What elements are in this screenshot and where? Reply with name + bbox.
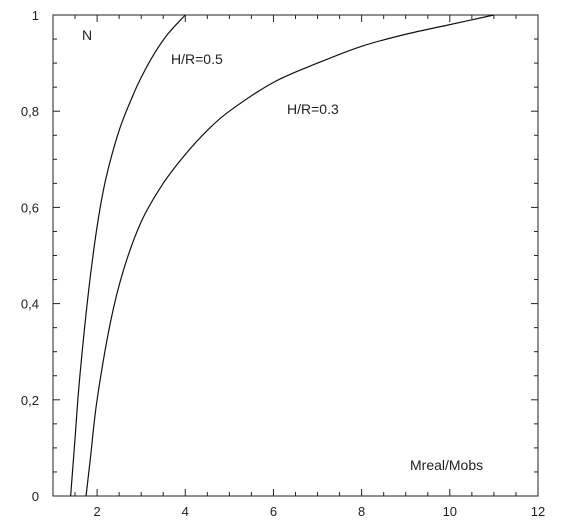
tick-group (52, 14, 539, 497)
series-label-h-r-0-3: H/R=0.3 (287, 101, 339, 117)
x-tick-label: 2 (93, 504, 100, 519)
series-line-1 (85, 14, 495, 497)
y-tick-label: 1 (32, 8, 39, 23)
y-tick-label: 0,6 (21, 200, 39, 215)
tick-label-group: 2 4 6 8 10 12 0 0,2 0,4 0,6 0,8 1 (21, 8, 545, 519)
y-tick-label: 0,2 (21, 393, 39, 408)
plot-frame (52, 14, 539, 497)
y-axis-label: N (82, 27, 92, 43)
series-label-h-r-0-5: H/R=0.5 (171, 51, 223, 67)
series-line-0 (70, 14, 186, 497)
y-tick-label: 0 (32, 489, 39, 504)
y-tick-label: 0,4 (21, 297, 39, 312)
x-axis-label: Mreal/Mobs (410, 457, 483, 473)
y-tick-label: 0,8 (21, 104, 39, 119)
x-tick-label: 12 (531, 504, 545, 519)
x-tick-label: 6 (270, 504, 277, 519)
x-tick-label: 8 (358, 504, 365, 519)
series-group (70, 14, 495, 497)
x-tick-label: 10 (443, 504, 457, 519)
x-tick-label: 4 (182, 504, 189, 519)
